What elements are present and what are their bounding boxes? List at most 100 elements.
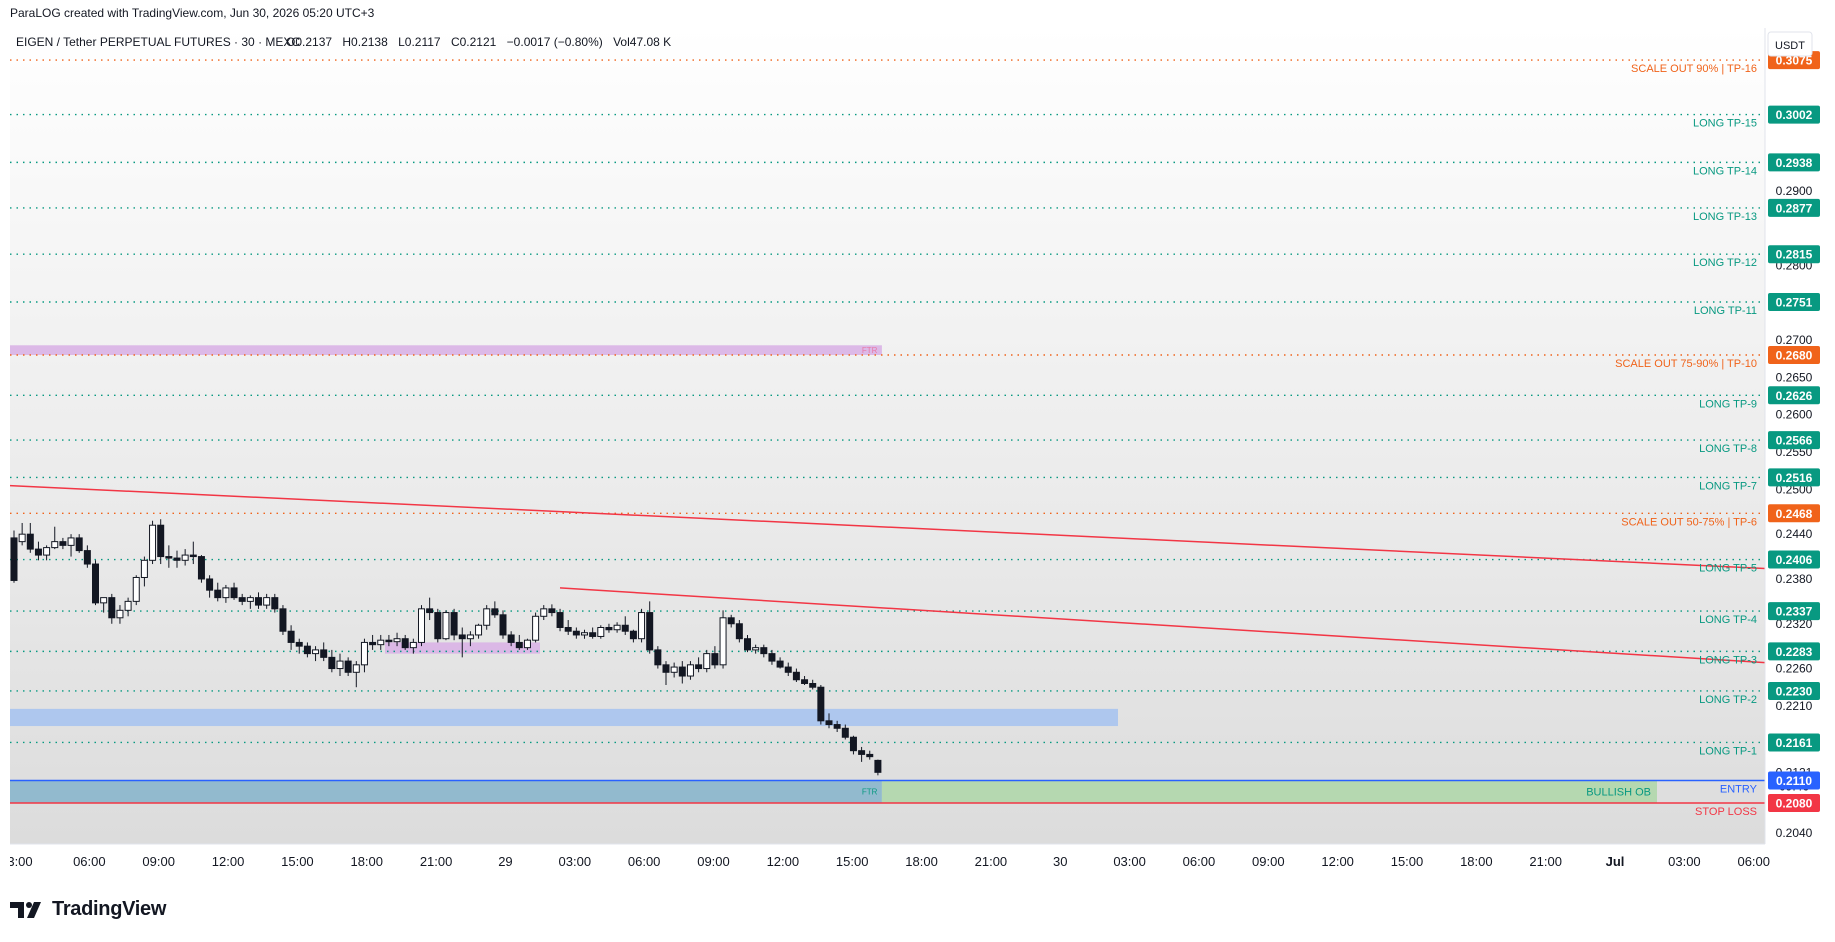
candle[interactable] xyxy=(360,638,368,673)
candle[interactable] xyxy=(752,644,760,654)
candle[interactable] xyxy=(426,597,434,621)
candle[interactable] xyxy=(540,605,548,621)
candle[interactable] xyxy=(475,623,483,639)
candle[interactable] xyxy=(849,735,857,755)
candle[interactable] xyxy=(744,634,751,653)
candle[interactable] xyxy=(434,608,442,643)
candle[interactable] xyxy=(719,610,727,669)
candle[interactable] xyxy=(638,608,646,643)
candle[interactable] xyxy=(352,661,360,688)
candle[interactable] xyxy=(344,657,352,677)
candle[interactable] xyxy=(442,610,450,641)
candle[interactable] xyxy=(735,620,743,643)
candle[interactable] xyxy=(581,629,588,639)
candle[interactable] xyxy=(450,608,458,641)
candle[interactable] xyxy=(727,614,735,628)
candle[interactable] xyxy=(222,584,230,603)
candle[interactable] xyxy=(792,668,800,682)
candle[interactable] xyxy=(312,646,320,662)
candle[interactable] xyxy=(75,534,83,553)
candle[interactable] xyxy=(629,629,637,643)
candle[interactable] xyxy=(385,634,393,647)
candle[interactable] xyxy=(515,634,523,650)
candle[interactable] xyxy=(51,526,59,550)
candle[interactable] xyxy=(279,605,287,635)
candle[interactable] xyxy=(165,545,173,568)
candle[interactable] xyxy=(678,661,686,684)
candle[interactable] xyxy=(92,560,99,606)
candle[interactable] xyxy=(776,657,784,669)
candle[interactable] xyxy=(132,575,140,606)
candle[interactable] xyxy=(320,642,328,662)
candle[interactable] xyxy=(621,616,629,635)
candle[interactable] xyxy=(418,605,425,647)
candle[interactable] xyxy=(548,604,556,617)
candle[interactable] xyxy=(564,620,572,635)
candle[interactable] xyxy=(26,522,34,553)
candle[interactable] xyxy=(246,595,254,609)
candle[interactable] xyxy=(646,601,654,654)
candle[interactable] xyxy=(67,534,75,557)
candle[interactable] xyxy=(466,631,474,647)
candle[interactable] xyxy=(157,519,165,565)
candle[interactable] xyxy=(173,550,181,568)
candle[interactable] xyxy=(34,541,42,561)
candle[interactable] xyxy=(409,638,417,654)
candle[interactable] xyxy=(197,555,205,583)
candle[interactable] xyxy=(328,649,336,673)
candle[interactable] xyxy=(801,676,809,685)
candle[interactable] xyxy=(483,605,491,630)
candle[interactable] xyxy=(662,661,670,685)
candle[interactable] xyxy=(597,625,605,639)
candle[interactable] xyxy=(817,684,825,725)
candle[interactable] xyxy=(140,556,148,587)
tradingview-logo[interactable]: TradingView xyxy=(10,898,166,921)
candle[interactable] xyxy=(18,522,26,546)
candle[interactable] xyxy=(833,720,841,733)
candle[interactable] xyxy=(263,593,271,609)
candle[interactable] xyxy=(214,582,222,602)
candle[interactable] xyxy=(393,632,401,647)
candle[interactable] xyxy=(255,592,262,609)
candle[interactable] xyxy=(695,657,703,673)
candle[interactable] xyxy=(703,649,711,673)
candle[interactable] xyxy=(760,644,768,658)
candle[interactable] xyxy=(43,545,51,561)
candle[interactable] xyxy=(295,638,303,654)
currency-box[interactable] xyxy=(1767,31,1813,57)
candle[interactable] xyxy=(401,634,409,650)
candle[interactable] xyxy=(809,679,817,690)
candle[interactable] xyxy=(230,582,238,600)
candle[interactable] xyxy=(654,646,662,669)
candle[interactable] xyxy=(287,625,295,650)
candle[interactable] xyxy=(711,646,719,669)
candle[interactable] xyxy=(589,627,597,639)
candle[interactable] xyxy=(784,662,792,677)
candle[interactable] xyxy=(238,593,246,606)
candle[interactable] xyxy=(10,530,18,583)
candle[interactable] xyxy=(499,610,507,639)
candle[interactable] xyxy=(523,638,531,650)
candle[interactable] xyxy=(458,627,466,658)
candle[interactable] xyxy=(670,662,678,678)
candle[interactable] xyxy=(303,642,311,658)
candle[interactable] xyxy=(572,627,580,639)
candle[interactable] xyxy=(858,746,866,762)
candle[interactable] xyxy=(189,541,197,565)
candle[interactable] xyxy=(271,593,279,613)
candle[interactable] xyxy=(149,520,157,565)
candle[interactable] xyxy=(116,605,124,624)
candle[interactable] xyxy=(100,597,108,613)
candle[interactable] xyxy=(377,634,385,650)
candle[interactable] xyxy=(874,759,882,776)
candle[interactable] xyxy=(532,612,540,643)
candle[interactable] xyxy=(181,549,189,566)
candle[interactable] xyxy=(369,634,377,650)
candle[interactable] xyxy=(336,653,344,677)
candle[interactable] xyxy=(825,713,833,729)
candle[interactable] xyxy=(206,575,214,598)
candle[interactable] xyxy=(605,623,613,633)
candle[interactable] xyxy=(841,724,849,740)
